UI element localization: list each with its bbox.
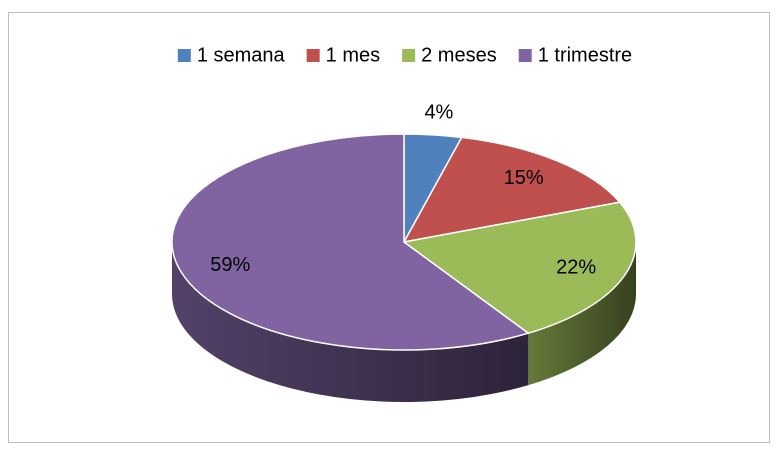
data-label: 22% [556, 256, 596, 278]
legend-label: 2 meses [421, 44, 497, 66]
legend-label: 1 semana [197, 44, 286, 66]
legend-swatch [177, 49, 191, 62]
legend-swatch [306, 49, 320, 62]
pie-sides [172, 242, 636, 402]
legend-label: 1 mes [326, 44, 380, 66]
legend-swatch [518, 49, 532, 62]
legend-label: 1 trimestre [538, 44, 632, 66]
data-label: 15% [504, 167, 544, 189]
pie-slice [402, 201, 637, 335]
data-label: 59% [210, 254, 250, 276]
legend: 1 semana 1 mes 2 meses 1 trimestre [177, 44, 632, 66]
pie-tops [171, 133, 637, 351]
data-labels: 4% 15% 22% 59% [210, 102, 596, 279]
pie-slice-side [172, 242, 529, 402]
legend-swatch [402, 49, 416, 62]
pie-slice [171, 133, 530, 351]
pie-slice [402, 136, 622, 244]
pie-slice-side [528, 242, 636, 386]
data-label: 4% [424, 102, 453, 124]
